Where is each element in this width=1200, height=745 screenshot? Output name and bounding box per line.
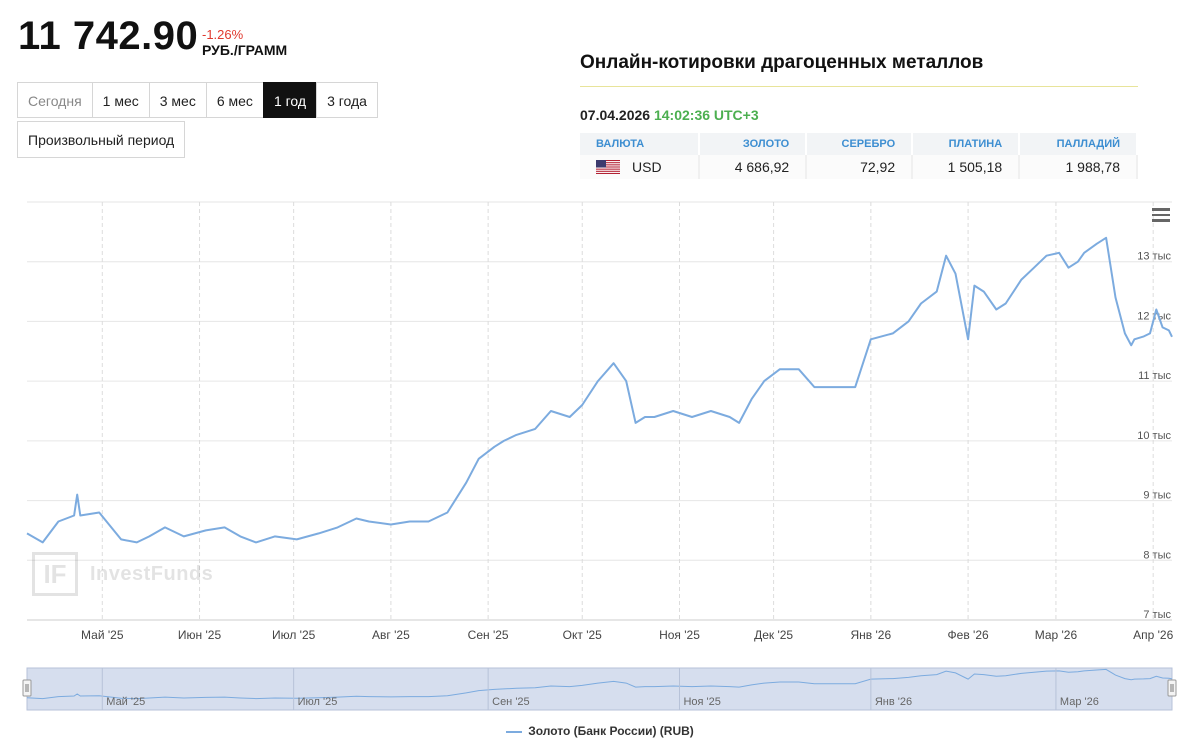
x-tick-label: Ноя '25 — [659, 628, 700, 642]
x-tick-label: Авг '25 — [372, 628, 410, 642]
y-tick-label: 7 тыс — [1143, 609, 1171, 621]
navigator-tick-label: Ноя '25 — [683, 696, 720, 708]
chart-legend[interactable]: Золото (Банк России) (RUB) — [0, 724, 1200, 738]
x-tick-label: Окт '25 — [563, 628, 603, 642]
y-tick-label: 13 тыс — [1137, 251, 1171, 263]
period-6-months-button[interactable]: 6 мес — [205, 82, 264, 118]
header-platinum: ПЛАТИНА — [912, 133, 1021, 155]
navigator-right-handle[interactable] — [1167, 679, 1177, 697]
x-tick-label: Дек '25 — [754, 628, 793, 642]
legend-series-name: Золото (Банк России) (RUB) — [528, 724, 694, 738]
x-tick-label: Янв '26 — [851, 628, 892, 642]
price-change: -1.26% — [202, 27, 244, 42]
quotes-row-usd: USD 4 686,92 72,92 1 505,18 1 988,78 — [580, 155, 1138, 179]
x-axis-ticks: Май '25 Июн '25 Июл '25 Авг '25 Сен '25 Окт '… — [81, 628, 1174, 642]
price-unit: РУБ./ГРАММ — [202, 42, 288, 58]
period-1-month-button[interactable]: 1 мес — [91, 82, 150, 118]
y-tick-label: 10 тыс — [1137, 430, 1171, 442]
cell-palladium: 1 988,78 — [1019, 155, 1138, 179]
quotes-title: Онлайн-котировки драгоценных металлов — [580, 52, 984, 73]
quotes-timestamp: 07.04.2026 14:02:36 UTC+3 — [580, 107, 759, 123]
x-tick-label: Май '25 — [81, 628, 124, 642]
navigator-left-handle[interactable] — [22, 679, 32, 697]
navigator-line — [26, 668, 1173, 700]
quotes-time: 14:02:36 UTC+3 — [653, 107, 759, 123]
navigator-tick-label: Мар '26 — [1060, 696, 1099, 708]
quotes-date: 07.04.2026 — [580, 107, 651, 123]
legend-line-icon — [506, 730, 523, 733]
cell-platinum: 1 505,18 — [912, 155, 1021, 179]
current-price: 11 742.90 — [18, 14, 199, 58]
period-selector: Сегодня 1 мес 3 мес 6 мес 1 год 3 года — [17, 82, 378, 118]
period-3-years-button[interactable]: 3 года — [316, 82, 378, 118]
chart-menu-icon[interactable] — [1152, 208, 1170, 222]
cell-silver: 72,92 — [806, 155, 914, 179]
x-tick-label: Фев '26 — [948, 628, 989, 642]
x-tick-label: Мар '26 — [1035, 628, 1078, 642]
cell-currency: USD — [580, 155, 701, 179]
chart-grid — [27, 201, 1172, 621]
watermark: IF InvestFunds — [32, 552, 213, 596]
y-tick-label: 8 тыс — [1143, 549, 1171, 561]
y-tick-label: 9 тыс — [1143, 490, 1171, 502]
us-flag-icon — [596, 160, 620, 174]
navigator-tick-label: Май '25 — [106, 696, 145, 708]
cell-currency-code: USD — [632, 159, 662, 175]
quotes-header-row: ВАЛЮТА ЗОЛОТО СЕРЕБРО ПЛАТИНА ПАЛЛАДИЙ — [580, 133, 1138, 155]
custom-period-button[interactable]: Произвольный период — [17, 121, 186, 158]
x-tick-label: Апр '26 — [1133, 628, 1173, 642]
header-currency: ВАЛЮТА — [580, 133, 701, 155]
watermark-logo: IF — [32, 552, 78, 596]
navigator-tick-label: Янв '26 — [875, 696, 912, 708]
navigator-tick-label: Сен '25 — [492, 696, 530, 708]
navigator-tick-label: Июл '25 — [298, 696, 338, 708]
quotes-divider — [580, 86, 1138, 87]
period-3-months-button[interactable]: 3 мес — [148, 82, 207, 118]
x-tick-label: Июл '25 — [272, 628, 316, 642]
header-palladium: ПАЛЛАДИЙ — [1019, 133, 1138, 155]
header-silver: СЕРЕБРО — [806, 133, 914, 155]
period-1-year-button[interactable]: 1 год — [262, 82, 318, 118]
gold-price-line — [26, 236, 1173, 544]
chart-series — [26, 236, 1173, 544]
cell-gold: 4 686,92 — [699, 155, 808, 179]
range-navigator: Май '25 Июл '25 Сен '25 Ноя '25 Янв '26 Мар '… — [22, 667, 1177, 711]
period-today-button[interactable]: Сегодня — [17, 82, 93, 118]
watermark-text: InvestFunds — [90, 562, 214, 585]
header-gold: ЗОЛОТО — [699, 133, 808, 155]
navigator-selection — [26, 667, 1173, 711]
x-tick-label: Июн '25 — [178, 628, 222, 642]
quotes-table: ВАЛЮТА ЗОЛОТО СЕРЕБРО ПЛАТИНА ПАЛЛАДИЙ U… — [580, 133, 1138, 179]
y-tick-label: 11 тыс — [1138, 370, 1171, 382]
x-tick-label: Сен '25 — [468, 628, 509, 642]
